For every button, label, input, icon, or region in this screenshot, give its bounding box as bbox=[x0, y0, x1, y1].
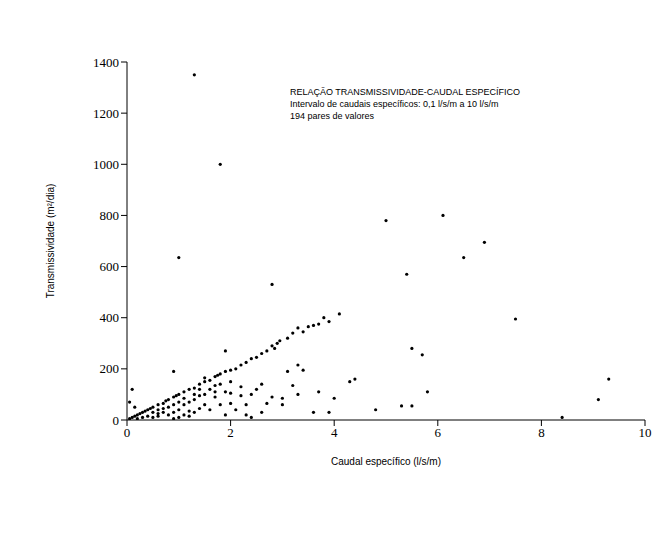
svg-text:1400: 1400 bbox=[93, 55, 119, 70]
svg-text:6: 6 bbox=[435, 425, 442, 440]
svg-text:0: 0 bbox=[113, 413, 120, 428]
html-text:RELAÇÃO TRANSMISSIVIDADE-CAUDA: RELAÇÃO TRANSMISSIVIDADE-CAUDAL ESPECÍFI… bbox=[290, 87, 521, 97]
svg-text:0: 0 bbox=[124, 425, 131, 440]
svg-text:400: 400 bbox=[100, 310, 120, 325]
html-text:194 pares de valores: 194 pares de valores bbox=[290, 111, 375, 121]
svg-text:800: 800 bbox=[100, 208, 120, 223]
svg-text:10: 10 bbox=[639, 425, 648, 440]
svg-text:Caudal específico (l/s/m): Caudal específico (l/s/m) bbox=[331, 456, 441, 467]
svg-text:200: 200 bbox=[100, 361, 120, 376]
svg-text:2: 2 bbox=[227, 425, 234, 440]
html-text:Intervalo de caudais específic: Intervalo de caudais específicos: 0,1 l/… bbox=[290, 99, 499, 109]
svg-text:1000: 1000 bbox=[93, 157, 119, 172]
svg-text:Transmissividade (m²/dia): Transmissividade (m²/dia) bbox=[45, 184, 56, 299]
svg-text:1200: 1200 bbox=[93, 106, 119, 121]
svg-text:8: 8 bbox=[538, 425, 545, 440]
svg-text:4: 4 bbox=[331, 425, 338, 440]
svg-text:600: 600 bbox=[100, 259, 120, 274]
